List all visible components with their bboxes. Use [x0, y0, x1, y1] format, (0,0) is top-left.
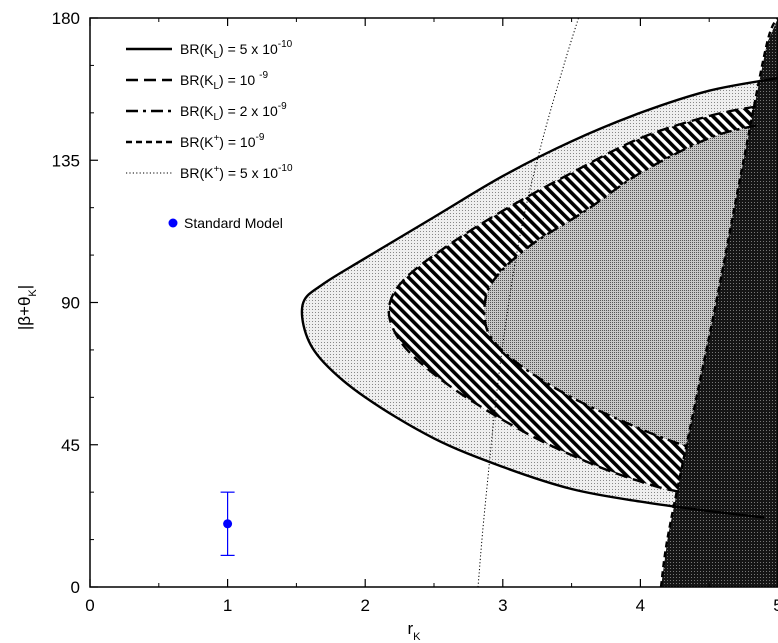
region-short-dash [661, 18, 778, 587]
curve-solid [300, 76, 778, 519]
y-tick-label: 0 [71, 578, 80, 597]
legend-entry: BR(KL) = 5 x 10-10 [180, 39, 293, 61]
y-tick-label: 90 [61, 294, 80, 313]
x-tick-label: 4 [636, 596, 645, 615]
x-axis-label: rK [407, 619, 421, 643]
legend-marker-standard-model [168, 218, 178, 228]
legend-entry: BR(KL) = 10 -9 [180, 70, 268, 92]
x-tick-label: 2 [360, 596, 369, 615]
curve-dash-dot [483, 124, 757, 446]
x-tick-label: 5 [773, 596, 778, 615]
sm-point [223, 519, 233, 529]
legend-entry: BR(K+) = 10-9 [180, 132, 265, 150]
curve-long-dash [387, 105, 757, 494]
y-tick-label: 180 [52, 9, 80, 28]
x-tick-label: 0 [85, 596, 94, 615]
x-tick-label: 1 [223, 596, 232, 615]
x-tick-label: 3 [498, 596, 507, 615]
y-axis-label: |β+θK| [15, 285, 39, 330]
legend-entry: BR(KL) = 2 x 10-9 [180, 101, 287, 123]
curve-short-dash [659, 18, 778, 587]
y-tick-label: 135 [52, 151, 80, 170]
legend-entry: BR(K+) = 5 x 10-10 [180, 163, 293, 181]
legend-entry-standard-model: Standard Model [184, 215, 283, 231]
y-tick-label: 45 [61, 436, 80, 455]
